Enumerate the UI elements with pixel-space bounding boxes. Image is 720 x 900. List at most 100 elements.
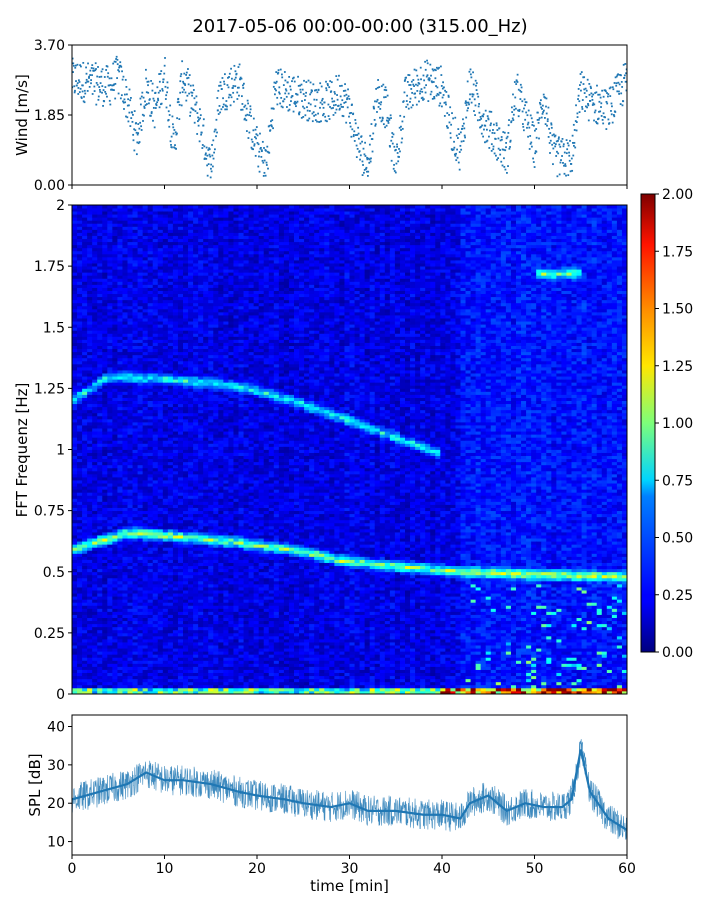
wind-point [528,126,531,129]
wind-point [554,145,557,148]
heatmap-cell [92,238,98,243]
heatmap-cell [172,571,179,576]
wind-point [115,55,118,58]
heatmap-cell [87,489,93,493]
heatmap-cell [167,580,174,585]
heatmap-cell [92,681,98,686]
heatmap-cell [117,311,123,316]
heatmap-cell [162,266,169,270]
heatmap-cell [127,208,133,212]
heatmap-cell [162,590,169,594]
heatmap-cell [87,623,93,628]
heatmap-cell [112,550,118,554]
heatmap-cell [82,299,88,304]
heatmap-cell [147,253,154,258]
heatmap-cell [147,388,154,392]
heatmap-cell [162,654,169,658]
heatmap-cell [142,666,149,670]
heatmap-cell [87,205,93,209]
heatmap-cell [152,214,159,218]
wind-point [105,69,108,71]
wind-point [108,99,111,102]
heatmap-cell [92,522,98,527]
wind-point [136,133,139,136]
heatmap-cell [167,535,174,539]
wind-point [252,148,255,151]
heatmap-cell [92,516,98,521]
heatmap-cell [77,660,83,664]
wind-point [388,117,390,120]
heatmap-cell [72,458,78,463]
heatmap-cell [162,681,169,686]
heatmap-cell [127,318,133,322]
wind-point [468,70,471,73]
wind-point [598,100,601,103]
heatmap-cell [152,437,159,441]
heatmap-cell [117,632,123,637]
heatmap-cell [177,562,184,567]
wind-point [201,144,204,146]
wind-point [487,118,490,121]
heatmap-cell [77,550,83,554]
heatmap-cell [77,477,83,481]
wind-point [613,115,616,118]
heatmap-cell [147,318,154,322]
wind-point [258,150,261,153]
heatmap-cell [92,299,98,304]
wind-point [495,122,498,125]
heatmap-cell [82,382,88,386]
heatmap-cell [162,324,169,328]
heatmap-cell [112,504,118,508]
heatmap-cell [177,363,184,368]
heatmap-cell [107,333,113,337]
heatmap-cell [142,455,149,460]
wind-point [374,123,377,126]
heatmap-cell [162,299,169,304]
heatmap-cell [142,253,149,258]
heatmap-cell [162,260,169,264]
heatmap-cell [122,519,128,524]
wind-point [512,93,514,96]
wind-point [88,75,90,78]
heatmap-cell [122,538,128,542]
heatmap-cell [177,342,184,346]
heatmap-cell [102,382,108,386]
heatmap-cell [72,287,78,291]
heatmap-cell [137,535,144,539]
heatmap-cell [87,348,93,353]
heatmap-cell [127,354,133,359]
heatmap-cell [147,645,154,649]
heatmap-cell [117,269,123,273]
heatmap-cell [87,220,93,224]
wind-point [409,100,411,103]
heatmap-cell [152,605,159,609]
heatmap-cell [112,275,118,279]
heatmap-cell [147,226,154,230]
wind-point [257,165,260,168]
heatmap-cell [147,205,154,209]
heatmap-cell [127,489,133,493]
heatmap-cell [92,620,98,625]
wind-point [108,77,111,80]
heatmap-cell [112,587,118,591]
heatmap-cell [97,538,103,542]
heatmap-cell [87,580,93,585]
heatmap-cell [92,608,98,612]
heatmap-cell [157,205,164,209]
heatmap-cell [177,220,184,224]
heatmap-cell [172,614,179,618]
wind-point [315,89,318,91]
wind-point [190,91,193,94]
wind-point [106,65,109,68]
heatmap-cell [82,583,88,588]
heatmap-cell [162,449,169,453]
wind-point [118,70,121,73]
heatmap-cell [132,278,138,282]
heatmap-cell [127,241,133,246]
wind-point [116,77,118,79]
heatmap-cell [177,672,184,677]
heatmap-cell [122,357,128,362]
heatmap-cell [157,449,164,453]
wind-point [338,74,340,77]
wind-point [580,71,583,74]
